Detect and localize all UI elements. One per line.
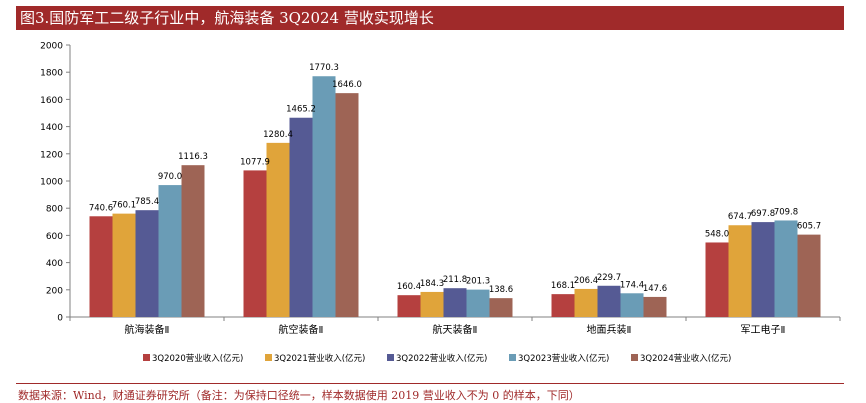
legend-swatch <box>387 354 394 361</box>
y-tick-label: 2000 <box>40 42 63 52</box>
bar <box>728 225 752 317</box>
x-tick-label: 军工电子Ⅱ <box>741 323 786 336</box>
data-label: 1280.4 <box>263 130 293 140</box>
bar <box>466 289 490 317</box>
y-tick-label: 1400 <box>40 123 63 133</box>
legend-label: 3Q2021营业收入(亿元) <box>274 353 365 364</box>
y-tick-label: 400 <box>46 259 63 269</box>
data-label: 970.0 <box>158 172 182 182</box>
bar <box>266 142 290 317</box>
y-axis: 0 200 400 600 800 1000 1200 1400 1600 1800 2000 <box>40 42 71 324</box>
bar <box>597 285 621 317</box>
data-label: 548.0 <box>705 229 729 239</box>
legend-swatch <box>265 354 272 361</box>
data-label: 697.8 <box>751 209 775 219</box>
y-tick-label: 1600 <box>40 96 63 106</box>
y-tick-label: 1200 <box>40 150 63 160</box>
bar <box>443 288 467 317</box>
bar <box>289 117 313 317</box>
data-label: 1770.3 <box>309 63 339 73</box>
data-label: 168.1 <box>551 281 575 291</box>
bar <box>243 170 267 317</box>
bar <box>705 242 729 317</box>
data-label: 709.8 <box>774 207 798 217</box>
data-label: 1077.9 <box>240 157 270 167</box>
data-label: 674.7 <box>728 212 752 222</box>
bar <box>89 216 113 317</box>
data-label: 1646.0 <box>332 80 362 90</box>
data-label: 211.8 <box>443 275 467 285</box>
bar <box>751 222 775 317</box>
bar <box>181 165 205 317</box>
bar <box>312 76 336 317</box>
bar <box>158 185 182 317</box>
x-axis: 航海装备Ⅱ 航空装备Ⅱ 航天装备Ⅱ 地面兵装Ⅱ 军工电子Ⅱ <box>69 316 841 336</box>
x-tick-label: 航海装备Ⅱ <box>125 323 170 336</box>
y-tick-label: 1800 <box>40 69 63 79</box>
data-label: 740.6 <box>89 203 113 213</box>
y-tick-label: 0 <box>57 314 63 324</box>
legend-label: 3Q2024营业收入(亿元) <box>640 353 731 364</box>
legend-label: 3Q2022营业收入(亿元) <box>396 353 487 364</box>
bar <box>620 293 644 317</box>
x-tick-label: 航天装备Ⅱ <box>433 323 478 336</box>
footer-divider <box>16 383 844 384</box>
data-label: 206.4 <box>574 276 598 286</box>
bar-chart: 0 200 400 600 800 1000 1200 1400 1600 1800 2000 航海… <box>40 42 841 364</box>
data-label: 605.7 <box>797 222 821 232</box>
bar <box>774 220 798 317</box>
bar <box>420 291 444 317</box>
data-label: 201.3 <box>466 277 490 287</box>
data-label: 229.7 <box>597 273 621 283</box>
data-label: 138.6 <box>489 285 513 295</box>
x-tick-label: 地面兵装Ⅱ <box>587 323 632 336</box>
bar <box>574 288 598 317</box>
data-label: 160.4 <box>397 282 421 292</box>
y-tick-label: 800 <box>46 205 63 215</box>
y-tick-label: 600 <box>46 232 63 242</box>
bars-group <box>89 76 821 317</box>
legend-label: 3Q2020营业收入(亿元) <box>152 353 243 364</box>
bar <box>112 213 136 317</box>
legend-label: 3Q2023营业收入(亿元) <box>518 353 609 364</box>
bar <box>489 298 513 317</box>
source-note: 数据来源：Wind，财通证券研究所（备注：为保持口径统一，样本数据使用 2019… <box>18 389 580 402</box>
y-tick-label: 200 <box>46 286 63 296</box>
legend-swatch <box>509 354 516 361</box>
bar <box>797 234 821 317</box>
data-label: 760.1 <box>112 201 136 211</box>
legend: 3Q2020营业收入(亿元) 3Q2021营业收入(亿元) 3Q2022营业收入(亿… <box>143 353 731 364</box>
data-label: 1116.3 <box>178 152 208 162</box>
y-tick-label: 1000 <box>40 178 63 188</box>
bar <box>397 295 421 317</box>
data-label: 147.6 <box>643 284 667 294</box>
bar <box>335 93 359 317</box>
data-label: 785.4 <box>135 197 159 207</box>
data-label: 1465.2 <box>286 105 316 115</box>
x-tick-label: 航空装备Ⅱ <box>279 323 324 336</box>
bar <box>551 294 575 317</box>
bar <box>643 296 667 317</box>
legend-swatch <box>143 354 150 361</box>
bar <box>135 210 159 317</box>
data-label: 174.4 <box>620 280 644 290</box>
figure-title: 图3.国防军工二级子行业中，航海装备 3Q2024 营收实现增长 <box>16 6 844 30</box>
legend-swatch <box>631 354 638 361</box>
data-label: 184.3 <box>420 279 444 289</box>
